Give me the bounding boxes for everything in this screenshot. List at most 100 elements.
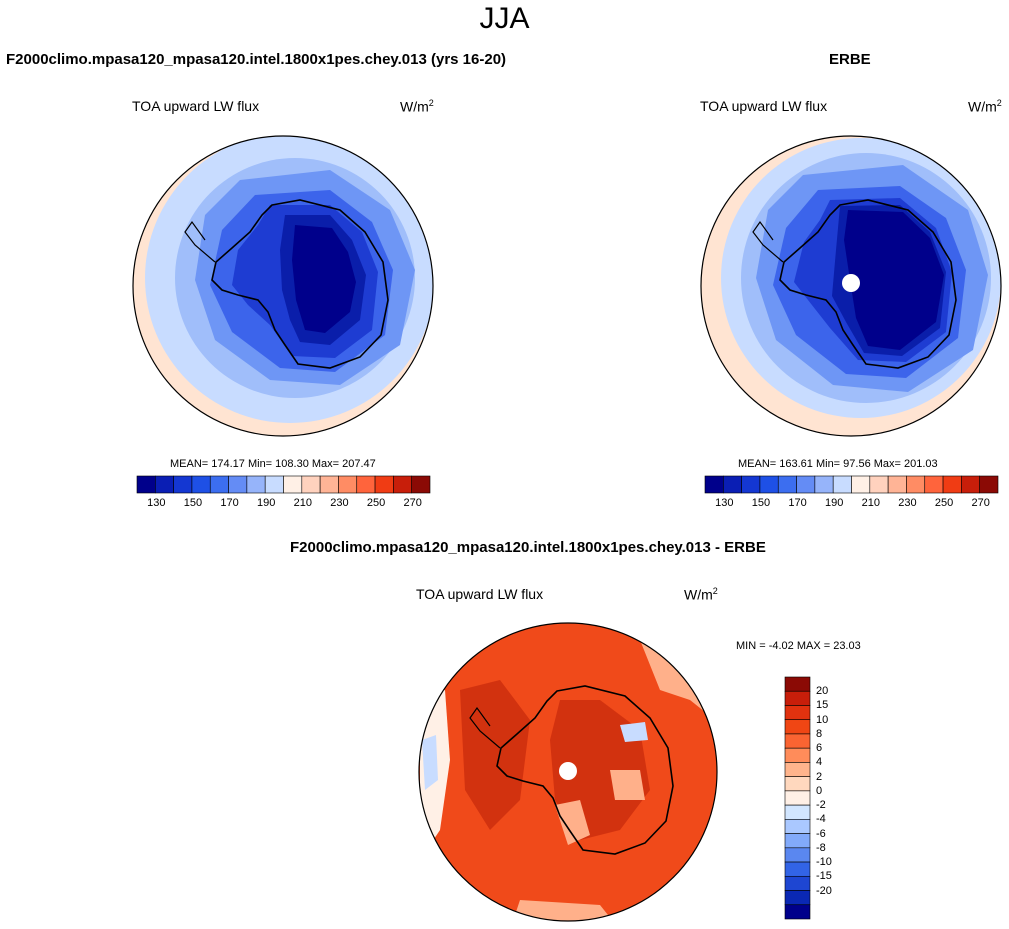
left-colorbar-swatch <box>136 475 156 494</box>
diff-colorbar-swatch <box>784 790 811 806</box>
diff-colorbar-swatch <box>784 676 811 692</box>
left-stats: MEAN= 174.17 Min= 108.30 Max= 207.47 <box>170 458 376 470</box>
right-colorbar-tick-label: 190 <box>825 497 844 509</box>
diff-map-blue-west <box>422 735 438 790</box>
left-colorbar-swatch <box>393 475 412 494</box>
right-colorbar-tick-label: 250 <box>934 497 954 509</box>
diff-colorbar-swatch <box>784 776 811 792</box>
diff-colorbar-tick-label: 8 <box>816 727 823 740</box>
diff-colorbar-swatch <box>784 733 811 749</box>
left-colorbar-tick-label: 250 <box>366 497 386 509</box>
left-colorbar-swatch <box>356 475 376 494</box>
diff-colorbar-tick-label: 10 <box>816 713 829 726</box>
left-colorbar-swatch <box>173 475 193 494</box>
diff-map-light-center <box>555 800 590 845</box>
left-colorbar-swatch <box>264 475 284 494</box>
right-stats: MEAN= 163.61 Min= 97.56 Max= 201.03 <box>738 458 938 470</box>
left-map-border <box>132 135 434 437</box>
right-colorbar-swatch <box>704 475 724 494</box>
left-colorbar-swatch <box>209 475 229 494</box>
diff-colorbar-tick-label: 2 <box>816 770 823 783</box>
diff-colorbar-tick-label: 20 <box>816 685 829 698</box>
left-colorbar-tick-label: 150 <box>183 497 203 509</box>
left-colorbar-tick-label: 130 <box>147 497 166 509</box>
diff-map-light-e <box>610 770 645 800</box>
diff-colorbar-tick-label: -2 <box>816 799 826 812</box>
right-colorbar-tick-label: 150 <box>751 497 771 509</box>
right-colorbar-swatch <box>979 475 999 494</box>
page-title: JJA <box>479 2 530 35</box>
diff-colorbar-tick-label: -20 <box>816 884 832 897</box>
left-map-core <box>292 225 356 333</box>
diff-colorbar-swatch <box>784 861 811 877</box>
right-map <box>700 135 1002 437</box>
right-map-pole-hole <box>842 274 860 292</box>
right-case-title: ERBE <box>829 51 871 68</box>
diff-colorbar-tick-label: -10 <box>816 856 832 869</box>
diff-colorbar-swatch <box>784 690 811 706</box>
right-colorbar-tick-label: 130 <box>715 497 734 509</box>
left-colorbar-tick-label: 190 <box>257 497 276 509</box>
left-colorbar-swatch <box>246 475 266 494</box>
right-map-peninsula-coast <box>752 220 784 263</box>
right-colorbar-swatch <box>741 475 761 494</box>
diff-map-peninsula-coast <box>469 706 501 749</box>
left-colorbar-swatch <box>411 475 431 494</box>
diff-colorbar-swatch <box>784 875 811 891</box>
diff-colorbar <box>784 676 811 920</box>
left-units: W/m2 <box>400 98 434 115</box>
diff-map-pole-hole <box>559 762 577 780</box>
left-variable-label: TOA upward LW flux <box>132 98 260 114</box>
left-colorbar-swatch <box>283 475 303 494</box>
diff-map <box>418 622 718 922</box>
left-colorbar <box>136 475 431 494</box>
right-colorbar-swatch <box>814 475 834 494</box>
right-colorbar-swatch <box>832 475 852 494</box>
diff-colorbar-tick-label: 15 <box>816 699 829 712</box>
right-colorbar-swatch <box>723 475 742 494</box>
right-colorbar <box>704 475 999 494</box>
right-colorbar-swatch <box>796 475 816 494</box>
diff-colorbar-tick-label: 6 <box>816 742 823 755</box>
diff-colorbar-swatch <box>784 719 811 735</box>
left-colorbar-tick-label: 170 <box>220 497 239 509</box>
right-colorbar-swatch <box>777 475 797 494</box>
diff-colorbar-tick-label: 4 <box>816 756 823 769</box>
diff-colorbar-tick-label: -8 <box>816 841 826 854</box>
right-colorbar-swatch <box>869 475 889 494</box>
diff-case-title: F2000climo.mpasa120_mpasa120.intel.1800x… <box>290 539 766 556</box>
left-colorbar-swatch <box>155 475 174 494</box>
diff-colorbar-swatch <box>784 804 811 820</box>
right-map-border <box>700 135 1002 437</box>
left-colorbar-swatch <box>338 475 358 494</box>
right-colorbar-swatch <box>887 475 907 494</box>
diff-map-blue-ne <box>620 722 648 742</box>
left-colorbar-tick-label: 210 <box>293 497 312 509</box>
left-colorbar-tick-label: 230 <box>330 497 349 509</box>
right-colorbar-swatch <box>851 475 871 494</box>
left-map <box>132 135 434 437</box>
right-colorbar-swatch <box>759 475 779 494</box>
left-colorbar-swatch <box>319 475 339 494</box>
diff-colorbar-tick-label: -6 <box>816 827 826 840</box>
diff-colorbar-swatch <box>784 847 811 863</box>
diff-colorbar-swatch <box>784 819 811 834</box>
right-colorbar-tick-label: 230 <box>898 497 917 509</box>
diff-colorbar-tick-label: -4 <box>816 813 826 826</box>
left-colorbar-tick-label: 270 <box>403 497 422 509</box>
diff-colorbar-swatch <box>784 705 811 721</box>
left-colorbar-swatch <box>301 475 321 494</box>
right-map-core <box>844 210 944 350</box>
diff-colorbar-tick-label: 0 <box>816 784 823 797</box>
diff-colorbar-swatch <box>784 833 811 849</box>
right-colorbar-swatch <box>924 475 944 494</box>
diff-map-light-s <box>510 900 620 921</box>
right-colorbar-swatch <box>942 475 962 494</box>
left-colorbar-swatch <box>374 475 394 494</box>
right-colorbar-swatch <box>961 475 980 494</box>
left-case-title: F2000climo.mpasa120_mpasa120.intel.1800x… <box>6 51 507 68</box>
right-variable-label: TOA upward LW flux <box>700 98 828 114</box>
diff-colorbar-swatch <box>784 747 811 763</box>
diff-colorbar-swatch <box>784 904 811 920</box>
diff-units: W/m2 <box>684 586 718 603</box>
